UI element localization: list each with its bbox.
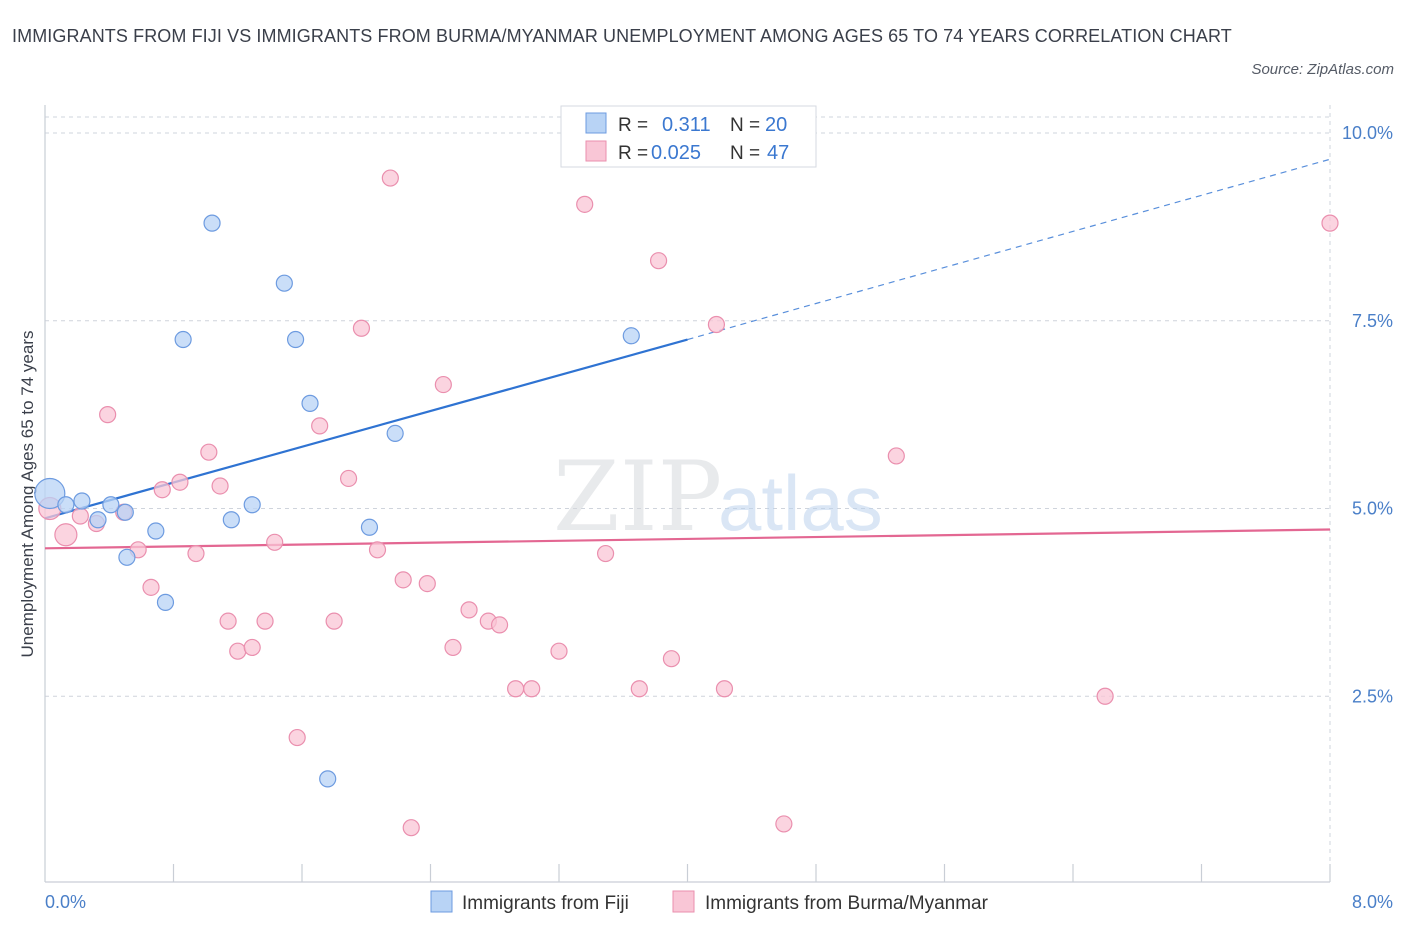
point-fiji-13	[275, 274, 293, 292]
legend-n-label-fiji: N =	[730, 115, 760, 136]
point-fiji-10	[203, 214, 221, 232]
point-fiji-16	[319, 770, 337, 788]
point-burma-17	[266, 533, 284, 551]
point-fiji-18	[386, 424, 404, 442]
point-fiji-8	[156, 593, 175, 611]
watermark: ZIP atlas	[553, 441, 883, 553]
point-burma-15	[243, 638, 261, 657]
y-tick-label-0: 2.5%	[1352, 686, 1393, 706]
point-burma-27	[418, 574, 436, 593]
series-legend-swatch-fiji	[430, 890, 453, 913]
legend-r-label-burma: R =	[618, 143, 648, 164]
trend-line-fiji	[44, 338, 688, 520]
point-burma-11	[200, 443, 218, 461]
point-burma-40	[662, 650, 681, 668]
point-fiji-0	[34, 477, 66, 510]
point-burma-33	[507, 680, 525, 698]
legend-n-value-fiji: 20	[765, 114, 787, 136]
point-burma-20	[325, 612, 343, 630]
point-burma-46	[1321, 214, 1339, 232]
legend-r-label-fiji: R =	[618, 115, 648, 136]
y-tick-labels: 2.5% 5.0% 7.5% 10.0%	[1342, 123, 1393, 706]
point-burma-19	[311, 417, 329, 435]
point-burma-18	[288, 728, 306, 747]
y-tick-label-1: 5.0%	[1352, 499, 1393, 519]
x-tick-labels: 0.0% 8.0%	[45, 892, 1393, 912]
point-burma-34	[523, 680, 541, 698]
point-burma-10	[187, 544, 205, 563]
point-burma-14	[229, 642, 247, 660]
point-burma-42	[715, 680, 734, 698]
legend-r-value-fiji: 0.311	[662, 114, 711, 136]
point-burma-24	[381, 169, 399, 187]
watermark-zip: ZIP	[553, 441, 722, 553]
point-burma-44	[887, 447, 905, 465]
x-tick-label-min: 0.0%	[45, 892, 86, 912]
point-burma-41	[707, 315, 726, 334]
y-tick-label-2: 7.5%	[1352, 311, 1393, 331]
point-burma-35	[550, 642, 568, 660]
point-fiji-5	[116, 503, 134, 521]
source-label: Source: ZipAtlas.com	[1251, 61, 1394, 78]
trend-lines	[44, 158, 1331, 550]
watermark-atlas: atlas	[718, 459, 883, 547]
point-fiji-15	[301, 394, 319, 412]
y-tick-label-3: 10.0%	[1342, 123, 1393, 143]
point-burma-22	[352, 319, 371, 337]
point-burma-43	[775, 815, 793, 833]
point-fiji-3	[89, 511, 107, 529]
point-burma-2	[71, 507, 89, 525]
legend-swatch-fiji	[585, 112, 607, 134]
point-burma-26	[402, 819, 420, 837]
point-burma-12	[211, 477, 229, 495]
point-burma-7	[142, 578, 160, 596]
chart-title: IMMIGRANTS FROM FIJI VS IMMIGRANTS FROM …	[12, 26, 1232, 46]
point-fiji-7	[147, 522, 165, 540]
point-fiji-4	[102, 496, 120, 514]
series-legend-label-burma: Immigrants from Burma/Myanmar	[705, 893, 989, 914]
y-axis-title: Unemployment Among Ages 65 to 74 years	[18, 331, 37, 658]
point-fiji-17	[360, 518, 379, 536]
x-axis-ticks	[172, 864, 1331, 882]
point-burma-45	[1096, 687, 1114, 705]
point-burma-30	[460, 601, 478, 619]
point-burma-37	[596, 544, 615, 563]
trend-line-burma	[44, 528, 1331, 550]
point-burma-28	[434, 375, 452, 394]
point-burma-38	[630, 680, 648, 698]
point-burma-39	[649, 252, 668, 270]
point-fiji-19	[622, 327, 640, 345]
point-burma-13	[219, 612, 237, 630]
series-legend-swatch-burma	[672, 890, 695, 913]
legend-n-value-burma: 47	[767, 142, 789, 164]
legend-swatch-burma	[585, 140, 607, 162]
legend-n-label-burma: N =	[730, 143, 760, 164]
point-burma-36	[576, 195, 594, 213]
point-fiji-9	[174, 330, 192, 349]
point-burma-29	[444, 638, 462, 657]
data-points	[34, 169, 1339, 837]
legend-r-value-burma: 0.025	[651, 142, 701, 164]
point-burma-9	[171, 473, 189, 491]
point-burma-21	[339, 469, 358, 488]
point-fiji-14	[286, 330, 305, 349]
point-fiji-1	[57, 496, 75, 514]
point-burma-16	[256, 612, 274, 630]
point-fiji-6	[118, 548, 136, 566]
point-fiji-12	[243, 496, 261, 514]
trend-line-fiji-extension	[687, 158, 1331, 341]
point-burma-8	[153, 481, 171, 499]
point-fiji-11	[222, 511, 240, 529]
correlation-legend: R = 0.311 N = 20 R = 0.025 N = 47	[560, 105, 817, 168]
x-tick-label-max: 8.0%	[1352, 892, 1393, 912]
point-burma-23	[368, 541, 387, 559]
series-legend-label-fiji: Immigrants from Fiji	[462, 893, 629, 914]
point-burma-32	[490, 616, 509, 634]
series-legend: Immigrants from Fiji Immigrants from Bur…	[430, 890, 989, 914]
point-burma-1	[54, 523, 78, 547]
point-burma-25	[394, 571, 412, 589]
point-burma-4	[99, 406, 117, 424]
point-fiji-2	[73, 492, 91, 510]
